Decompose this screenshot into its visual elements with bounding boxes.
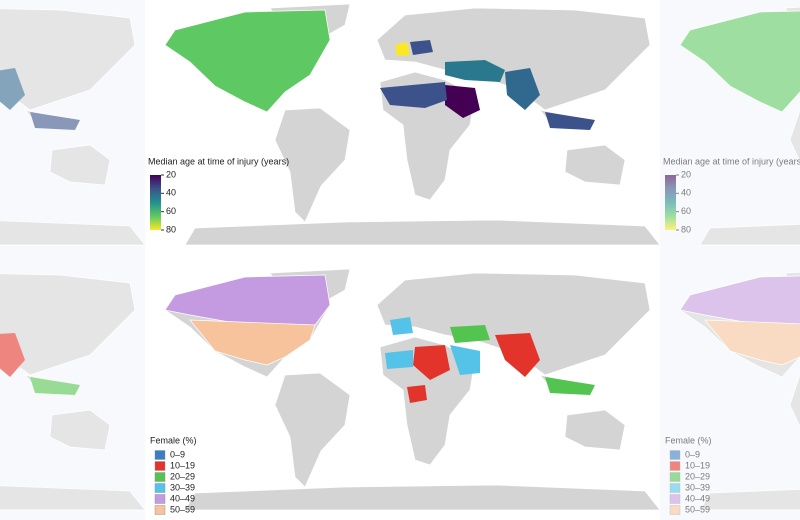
legend-label: 50–59 [685,504,710,514]
legend-title: Median age at time of injury (years) [663,156,800,166]
legend-swatch [669,494,681,504]
colorbar-label: 60 [681,206,691,216]
legend-swatch [669,461,681,471]
legend-swatch [154,494,166,504]
colorbar [665,175,676,230]
legend-swatch [154,472,166,482]
legend-label: 50–59 [170,504,195,514]
legend-swatch [669,472,681,482]
colorbar-label: 80 [681,224,691,234]
legend-label: 30–39 [685,482,710,492]
legend-title: Female (%) [150,435,197,445]
age-legend: Median age at time of injury (years) 20 40… [148,156,289,234]
center-maps [164,3,660,511]
colorbar [150,175,161,230]
legend-label: 20–29 [685,471,710,481]
legend-label: 40–49 [685,493,710,503]
legend-label: 0–9 [685,449,700,459]
legend-swatch [154,450,166,460]
legend-label: 30–39 [170,482,195,492]
legend-swatch [154,483,166,493]
colorbar-label: 20 [166,169,176,179]
legend-label: 10–19 [685,460,710,470]
colorbar-label: 40 [681,188,691,198]
legend-swatch [154,505,166,515]
fade-overlay [0,0,145,520]
colorbar-label: 60 [166,206,176,216]
legend-title: Median age at time of injury (years) [148,156,289,166]
legend-swatch [669,450,681,460]
age-legend: Median age at time of injury (years) 20 40… [663,156,800,234]
legend-label: 10–19 [170,460,195,470]
legend-swatch [669,483,681,493]
colorbar-label: 20 [681,169,691,179]
legend-swatch [669,505,681,515]
legend-swatch [154,461,166,471]
left-copy [0,0,145,520]
colorbar-label: 40 [166,188,176,198]
legend-label: 40–49 [170,493,195,503]
legend-title: Female (%) [665,435,712,445]
right-copy: Median age at time of injury (years) 20 40… [660,0,800,520]
colorbar-label: 80 [166,224,176,234]
legend-label: 20–29 [170,471,195,481]
legend-label: 0–9 [170,449,185,459]
fade-overlay [660,0,800,520]
